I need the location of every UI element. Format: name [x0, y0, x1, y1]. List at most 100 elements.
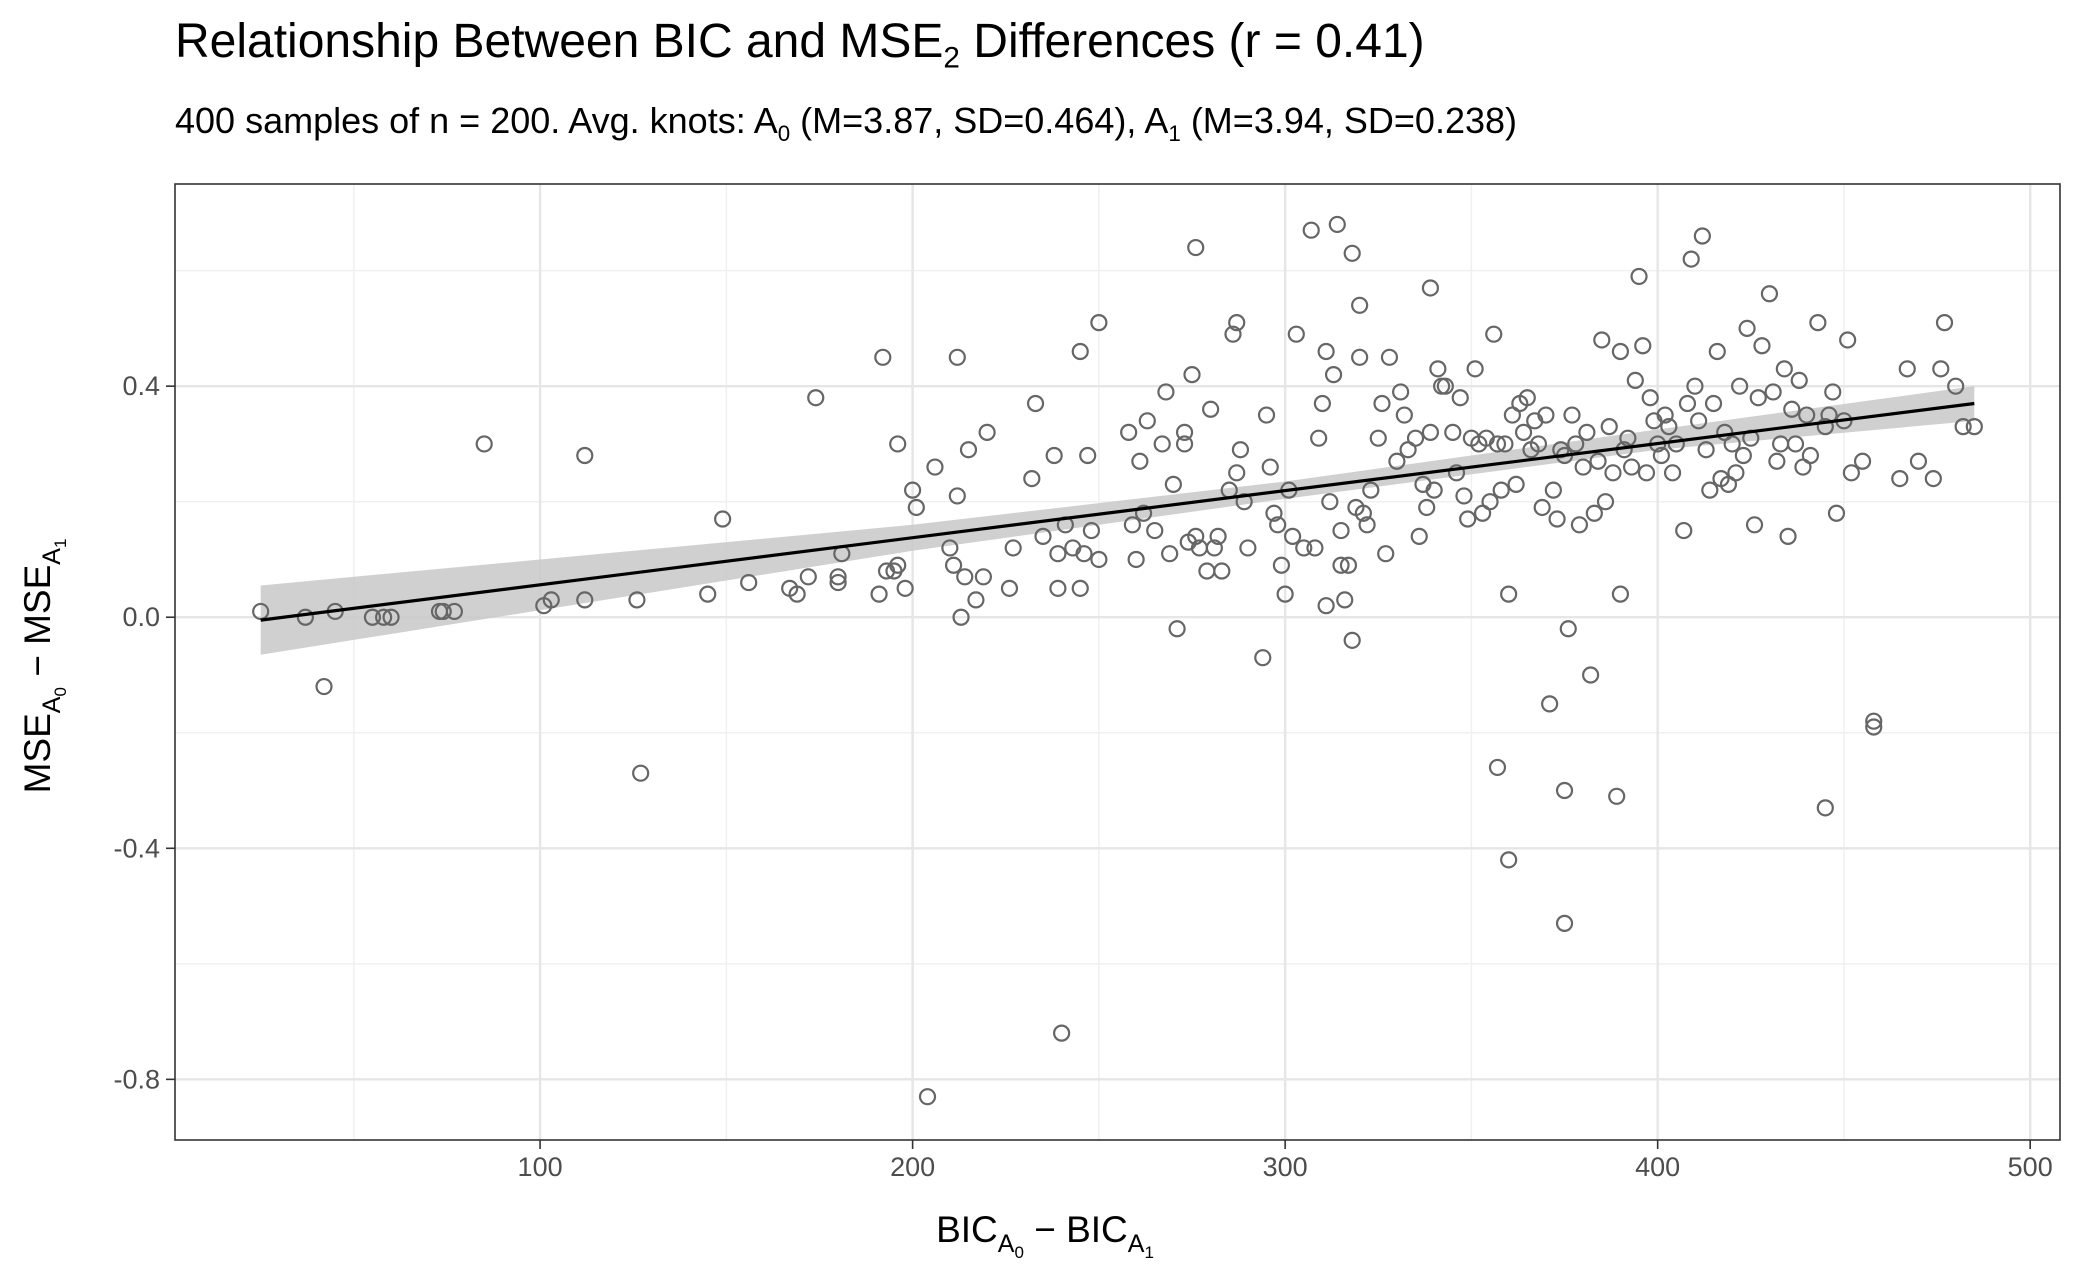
data-point: [1500, 851, 1518, 869]
data-point: [1302, 221, 1320, 239]
data-point: [889, 556, 907, 574]
data-point: [1362, 481, 1380, 499]
data-point: [1727, 464, 1745, 482]
data-point: [1336, 591, 1354, 609]
data-point: [1760, 285, 1779, 303]
data-point: [1358, 516, 1376, 534]
data-point: [1183, 366, 1201, 384]
data-point: [1138, 412, 1156, 430]
data-point: [1909, 452, 1928, 470]
data-point: [1485, 325, 1503, 343]
data-point: [1175, 423, 1194, 441]
data-point: [1790, 371, 1808, 389]
data-point: [1324, 366, 1343, 384]
data-point: [1164, 475, 1182, 493]
data-point: [926, 458, 944, 476]
data-point: [1544, 481, 1562, 499]
data-point: [1168, 620, 1186, 638]
data-point: [1049, 579, 1067, 597]
data-point: [1369, 429, 1387, 447]
chart-subtitle: 400 samples of n = 200. Avg. knots: A0 (…: [175, 100, 1517, 147]
data-point: [1734, 446, 1752, 465]
data-point: [1660, 418, 1678, 436]
data-point: [1161, 545, 1179, 563]
data-point: [1187, 238, 1205, 257]
y-tick-label: 0.0: [122, 602, 160, 632]
x-tick-label: 400: [1635, 1152, 1680, 1182]
data-point: [1421, 423, 1440, 441]
data-point: [1555, 781, 1574, 800]
data-point: [1954, 418, 1972, 436]
data-point: [889, 435, 907, 453]
data-point: [1634, 337, 1652, 355]
minor-gridlines: [175, 184, 2060, 1140]
data-point: [1496, 435, 1514, 453]
data-point: [1596, 493, 1615, 511]
data-point: [1075, 545, 1093, 563]
data-point: [896, 579, 914, 597]
data-point: [315, 677, 333, 696]
data-point: [1198, 562, 1216, 580]
data-point: [1377, 545, 1395, 563]
data-point: [1656, 406, 1674, 424]
data-point: [1675, 521, 1693, 540]
data-point: [829, 573, 847, 592]
x-tick-label: 300: [1263, 1152, 1308, 1182]
data-point: [1295, 539, 1313, 557]
data-point: [1783, 400, 1801, 418]
data-point: [1753, 337, 1771, 355]
data-point: [1697, 441, 1715, 459]
data-point: [1589, 452, 1607, 470]
data-point: [1541, 695, 1559, 713]
data-point: [1146, 521, 1164, 540]
data-point: [1935, 314, 1954, 332]
data-point: [382, 608, 400, 626]
data-point: [1332, 556, 1350, 574]
data-point: [1090, 314, 1108, 332]
data-point: [1000, 579, 1019, 597]
data-point: [1313, 394, 1331, 413]
data-point: [1187, 527, 1205, 545]
data-point: [1842, 464, 1860, 482]
y-tick-label: -0.4: [113, 833, 160, 863]
data-point: [1488, 435, 1507, 453]
data-point: [1254, 649, 1272, 667]
data-point: [1265, 504, 1283, 522]
data-point: [1768, 452, 1786, 470]
data-point: [1708, 342, 1726, 361]
data-point: [1578, 423, 1596, 441]
data-point: [1816, 418, 1834, 436]
data-point: [1514, 423, 1533, 441]
data-point: [1276, 585, 1294, 603]
data-point: [1924, 469, 1942, 488]
data-point: [363, 608, 382, 626]
data-point: [1351, 348, 1369, 366]
data-point: [1559, 620, 1577, 638]
data-point: [1071, 342, 1089, 361]
data-point: [1317, 342, 1335, 361]
data-point: [1082, 521, 1101, 540]
data-point: [1932, 360, 1950, 378]
data-point: [445, 602, 463, 621]
data-point: [1209, 527, 1227, 545]
data-point: [907, 498, 925, 517]
data-point: [1507, 475, 1525, 493]
data-point: [1343, 631, 1361, 649]
data-point: [1380, 348, 1399, 366]
data-point: [1134, 504, 1153, 522]
data-point: [1563, 406, 1581, 424]
data-point: [1306, 539, 1324, 557]
data-point: [1045, 446, 1063, 465]
data-point: [632, 764, 650, 782]
data-point: [1682, 250, 1700, 268]
data-point: [1436, 377, 1454, 395]
data-point: [1641, 389, 1659, 407]
data-point: [870, 585, 888, 603]
data-point: [1779, 527, 1797, 545]
data-point: [1425, 481, 1443, 499]
data-point: [1272, 556, 1291, 574]
data-point: [1693, 227, 1711, 245]
data-point: [1611, 342, 1630, 361]
x-axis-ticks: 100 200 300 400 500: [518, 1140, 2053, 1182]
y-tick-label: 0.4: [122, 371, 160, 401]
